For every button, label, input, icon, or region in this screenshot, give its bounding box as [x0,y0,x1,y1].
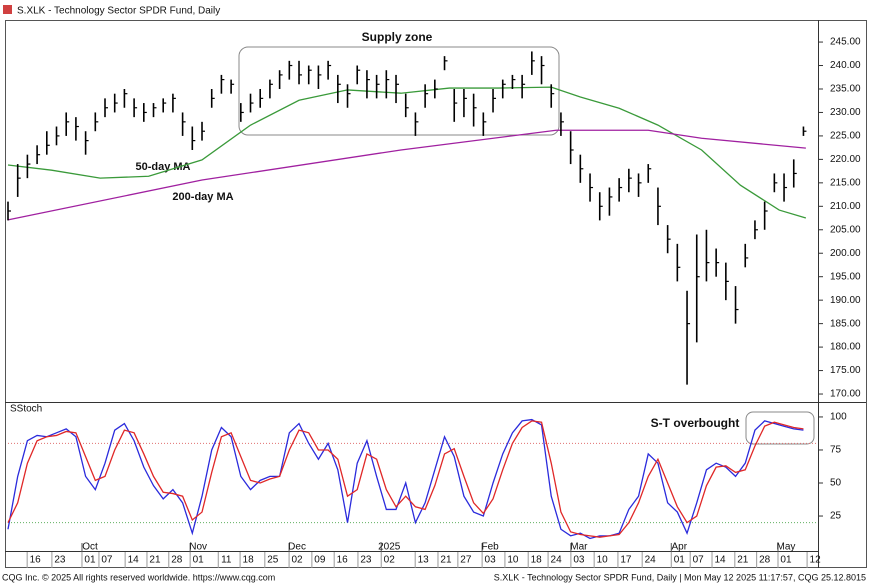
x-tick-label: 02 [292,555,304,566]
series-label: 200-day MA [172,191,233,203]
y-tick-label: 190.00 [830,295,861,306]
month-label: Dec [288,542,306,553]
x-tick-label: 18 [531,555,543,566]
x-tick-label: 27 [460,555,472,566]
x-tick-label: 23 [360,555,372,566]
y-tick-label: 195.00 [830,271,861,282]
y-tick-label: 235.00 [830,84,861,95]
footer-left: CQG Inc. © 2025 All rights reserved worl… [2,572,275,582]
x-tick-label: 21 [149,555,161,566]
y-tick-label: 185.00 [830,318,861,329]
month-label: 2025 [378,542,401,553]
x-tick-label: 01 [84,555,96,566]
x-tick-label: 10 [507,555,519,566]
x-tick-label: 01 [193,555,205,566]
footer-right: S.XLK - Technology Sector SPDR Fund, Dai… [494,572,866,582]
annotation: Supply zone [362,30,433,44]
x-tick-label: 23 [54,555,66,566]
window-icon [3,5,12,14]
x-tick-label: 21 [737,555,749,566]
month-label: Nov [189,542,207,553]
y-tick-label: 205.00 [830,224,861,235]
x-tick-label: 16 [337,555,349,566]
x-tick-label: 07 [101,555,113,566]
x-tick-label: 14 [128,555,140,566]
panel-title: SStoch [10,404,42,415]
supply-zone-box [238,46,560,136]
x-tick-label: 09 [314,555,326,566]
y-tick-label: 215.00 [830,177,861,188]
y-tick-label: 50 [830,478,842,489]
x-tick-label: 28 [759,555,771,566]
y-tick-label: 75 [830,445,842,456]
y-tick-label: 245.00 [830,37,861,48]
x-tick-label: 24 [645,555,657,566]
month-label: May [777,542,796,553]
month-label: Oct [82,542,98,553]
y-tick-label: 170.00 [830,389,861,400]
series-line [7,420,804,538]
x-tick-label: 01 [780,555,792,566]
x-tick-label: 25 [267,555,279,566]
x-tick-label: 24 [551,555,563,566]
x-tick-label: 17 [620,555,632,566]
series-label: 50-day MA [135,161,190,173]
y-tick-label: 220.00 [830,154,861,165]
window-title: S.XLK - Technology Sector SPDR Fund, Dai… [17,6,220,17]
x-tick-label: 14 [714,555,726,566]
overbought-box [745,411,815,445]
x-tick-label: 07 [693,555,705,566]
x-tick-label: 10 [597,555,609,566]
x-tick-label: 01 [674,555,686,566]
x-tick-label: 16 [30,555,42,566]
y-tick-label: 175.00 [830,365,861,376]
series-line [7,129,806,221]
x-tick-label: 03 [573,555,585,566]
y-tick-label: 200.00 [830,248,861,259]
x-tick-label: 02 [384,555,396,566]
series-line [7,86,807,219]
month-label: Apr [672,542,688,553]
series-line [7,418,804,540]
x-tick-label: 03 [485,555,497,566]
y-tick-label: 225.00 [830,131,861,142]
y-tick-label: 230.00 [830,107,861,118]
y-tick-label: 180.00 [830,342,861,353]
y-tick-label: 25 [830,511,842,522]
y-tick-label: 240.00 [830,60,861,71]
x-tick-label: 11 [221,555,232,566]
month-label: Mar [570,542,588,553]
x-tick-label: 28 [171,555,183,566]
x-tick-label: 21 [440,555,452,566]
x-tick-label: 18 [243,555,255,566]
x-tick-label: 13 [418,555,430,566]
month-label: Feb [482,542,500,553]
annotation: S-T overbought [651,416,740,430]
chart-frame [5,20,867,568]
x-tick-label: 12 [810,555,822,566]
y-tick-label: 210.00 [830,201,861,212]
y-tick-label: 100 [830,412,847,423]
